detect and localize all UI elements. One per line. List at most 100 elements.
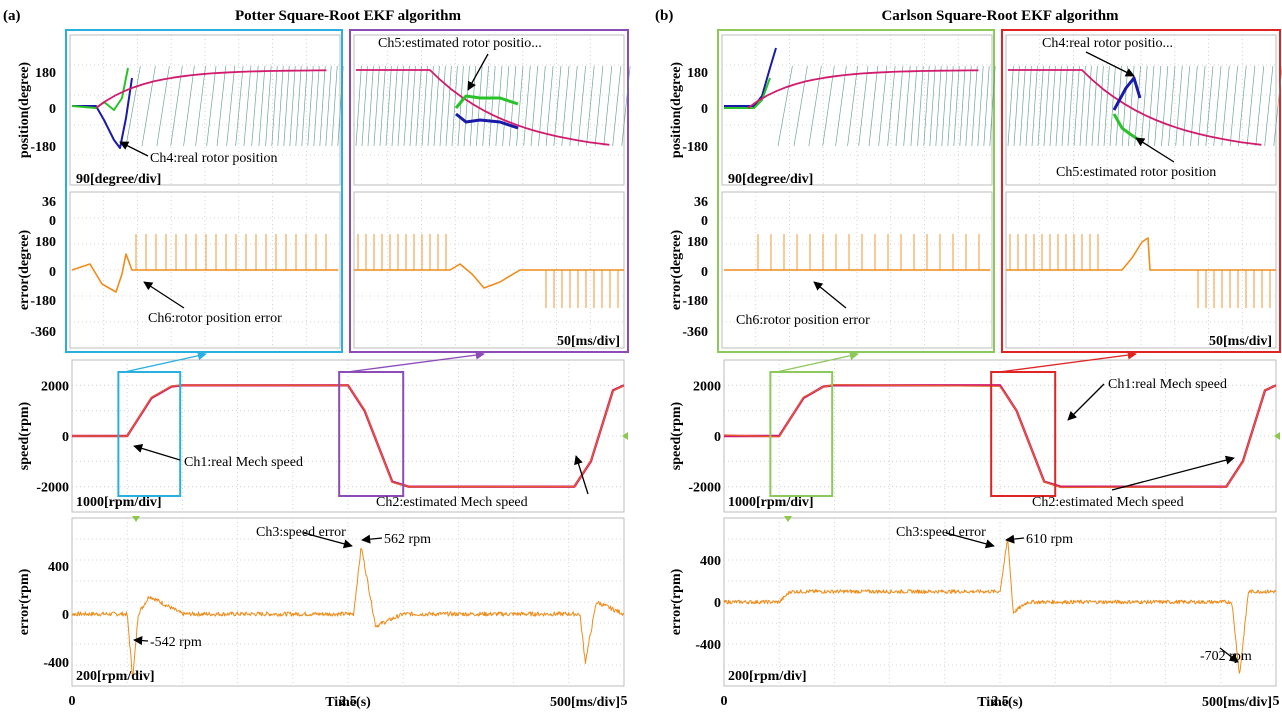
position-sawtooth	[603, 65, 613, 147]
annotation-arrow	[361, 534, 383, 544]
error-tick-label: -180	[30, 294, 56, 309]
position-sawtooth	[793, 65, 808, 147]
position-sawtooth	[1031, 65, 1038, 147]
position-sawtooth	[959, 65, 966, 147]
position-sawtooth	[1213, 65, 1222, 147]
position-sawtooth	[516, 65, 524, 147]
trace-position-error	[71, 253, 338, 293]
position-sawtooth	[1255, 65, 1265, 147]
annotation-ch3: Ch3:speed error	[256, 525, 346, 540]
position-sawtooth	[1134, 65, 1141, 147]
position-sawtooth	[947, 65, 954, 147]
position-sawtooth	[307, 65, 314, 147]
annotation-ch3: Ch3:speed error	[896, 525, 986, 540]
position-sawtooth	[953, 65, 960, 147]
speed-axis-label: speed(rpm)	[669, 401, 684, 470]
panel-b: (b) Carlson Square-Root EKF algorithm posi…	[655, 8, 1282, 710]
trace-position-error	[354, 263, 624, 289]
position-sawtooth	[325, 65, 332, 147]
x-tick-label: 0	[69, 694, 76, 709]
position-sawtooth	[530, 65, 539, 147]
annotation-arrow	[1005, 534, 1025, 544]
speed-error-tick-label: 400	[48, 560, 69, 575]
annotation-arrow	[133, 444, 181, 461]
speed-axis-label: speed(rpm)	[17, 401, 32, 470]
position-sawtooth	[878, 65, 888, 147]
position-sawtooth	[379, 65, 386, 147]
position-sawtooth	[170, 65, 183, 147]
trace-speed-error	[71, 548, 625, 679]
position-sawtooth	[1182, 65, 1191, 147]
annotation-arrow	[1085, 51, 1135, 77]
annotation-ch5: Ch5:estimated rotor positio...	[378, 36, 542, 51]
position-sawtooth	[887, 65, 896, 147]
position-sawtooth	[577, 65, 586, 147]
position-sawtooth	[1019, 65, 1026, 147]
position-sawtooth	[463, 65, 470, 147]
position-sawtooth	[1043, 65, 1050, 147]
position-sawtooth	[1103, 65, 1110, 147]
position-sawtooth	[612, 65, 622, 147]
annotation-ch5: Ch5:estimated rotor position	[1056, 165, 1216, 180]
panel-label: (a)	[3, 8, 21, 24]
trigger-marker	[784, 516, 793, 522]
position-sawtooth	[777, 65, 793, 147]
position-sawtooth	[847, 65, 858, 147]
position-sawtooth	[929, 65, 936, 147]
error-axis-label: error(degree)	[669, 230, 684, 311]
position-sawtooth	[1109, 65, 1116, 147]
position-sawtooth	[1073, 65, 1080, 147]
trigger-marker	[132, 516, 141, 522]
position-sawtooth	[206, 65, 217, 147]
position-tick-label: 0	[701, 102, 708, 117]
zoom-link-arrow	[999, 350, 1137, 373]
position-sawtooth	[858, 65, 869, 147]
trace-speed-error	[723, 538, 1277, 674]
trigger-marker	[622, 432, 628, 440]
position-sawtooth	[1037, 65, 1044, 147]
position-sawtooth	[895, 65, 904, 147]
position-sawtooth	[397, 65, 404, 147]
position-sawtooth	[141, 65, 156, 147]
position-sawtooth	[822, 65, 835, 147]
position-sawtooth	[495, 65, 503, 147]
annotation-arrow	[143, 281, 185, 309]
speed-error-tick-label: 0	[62, 608, 69, 623]
position-sawtooth	[594, 65, 604, 147]
annotation-arrow	[1135, 137, 1175, 163]
position-sawtooth	[427, 65, 434, 147]
trace-speed-estimated	[71, 384, 625, 488]
position-sawtooth	[125, 65, 141, 147]
trace-position-envelope	[95, 69, 327, 109]
position-sawtooth	[195, 65, 206, 147]
annotation-arrow	[119, 141, 149, 157]
error-tick-label: -180	[682, 294, 708, 309]
annotation-arrow	[133, 636, 149, 646]
position-sawtooth	[923, 65, 930, 147]
position-sawtooth	[561, 65, 570, 147]
position-sawtooth	[403, 65, 410, 147]
trace-real-position	[72, 77, 133, 149]
position-sawtooth	[1273, 65, 1282, 147]
annotation-arrow	[1219, 647, 1239, 663]
position-sawtooth	[965, 65, 972, 147]
position-sawtooth	[476, 65, 483, 147]
annotation-arrow	[1111, 455, 1235, 491]
annotation-peak: 610 rpm	[1026, 532, 1073, 547]
panel-title: Carlson Square-Root EKF algorithm	[881, 8, 1119, 24]
error-tick-label: 0	[49, 265, 56, 280]
annotation-arrow	[303, 532, 353, 549]
position-sawtooth	[1121, 65, 1129, 147]
position-sawtooth	[301, 65, 308, 147]
error-tick-label: 36	[42, 195, 56, 210]
selection-box-reversal	[990, 371, 1057, 497]
position-sawtooth	[917, 65, 924, 147]
annotation-trough: -542 rpm	[150, 635, 202, 650]
position-sawtooth	[621, 65, 631, 147]
x-axis-label: Time(s)	[977, 695, 1023, 710]
x-tick-label: 2.5	[339, 694, 357, 709]
position-sawtooth	[482, 65, 489, 147]
trace-real-position	[455, 112, 519, 130]
position-sawtooth	[1115, 65, 1122, 147]
error-tick-label: -360	[682, 325, 708, 340]
